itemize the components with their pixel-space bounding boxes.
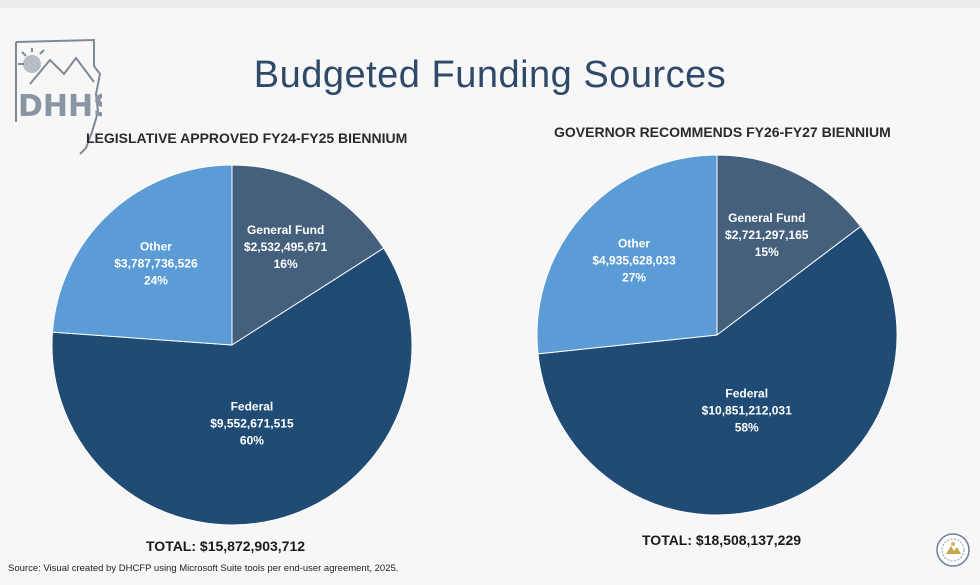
data-label-other-label: Other [618,236,650,250]
data-label-federal-amount: $10,851,212,031 [702,403,792,417]
data-label-other-label: Other [140,239,172,253]
pie-slice-general-fund [231,164,385,346]
page-title: Budgeted Funding Sources [253,54,727,96]
data-label-other-percent: 27% [622,270,646,284]
chart-title-left: LEGISLATIVE APPROVED FY24-FY25 BIENNIUM [86,130,408,146]
svg-text:DHHS: DHHS [18,89,102,124]
pie-slice-federal [51,247,413,526]
pie-slice-other [536,154,718,355]
data-label-federal-amount: $9,552,671,515 [210,417,294,431]
chart-title-right: GOVERNOR RECOMMENDS FY26-FY27 BIENNIUM [554,124,891,140]
top-strip [0,0,980,8]
data-label-other-amount: $4,935,628,033 [592,253,676,267]
pie-slice-federal [537,225,898,516]
pie-slice-other [51,164,233,346]
data-label-federal-percent: 60% [240,434,264,448]
data-label-general-fund-label: General Fund [728,211,805,225]
pie-slice-general-fund [716,154,862,337]
data-label-general-fund-amount: $2,532,495,671 [244,240,328,254]
source-note: Source: Visual created by DHCFP using Mi… [8,563,399,574]
pie-chart-left: General Fund $2,532,495,671 16% Federal $9,5… [51,164,413,526]
total-right: TOTAL: $18,508,137,229 [642,532,802,548]
state-seal-icon [936,533,970,567]
data-label-general-fund-percent: 15% [755,245,779,259]
data-label-federal-label: Federal [231,400,274,414]
data-label-federal-label: Federal [725,386,768,400]
data-label-general-fund-label: General Fund [247,223,324,237]
total-left: TOTAL: $15,872,903,712 [146,538,306,554]
data-label-federal-percent: 58% [735,420,759,434]
data-label-general-fund-percent: 16% [274,257,298,271]
data-label-general-fund-amount: $2,721,297,165 [725,228,809,242]
data-label-other-percent: 24% [144,273,168,287]
data-label-other-amount: $3,787,736,526 [114,256,198,270]
dhhs-logo-icon: DHHS [15,38,102,155]
pie-chart-right: General Fund $2,721,297,165 15% Federal $10,… [536,154,898,516]
